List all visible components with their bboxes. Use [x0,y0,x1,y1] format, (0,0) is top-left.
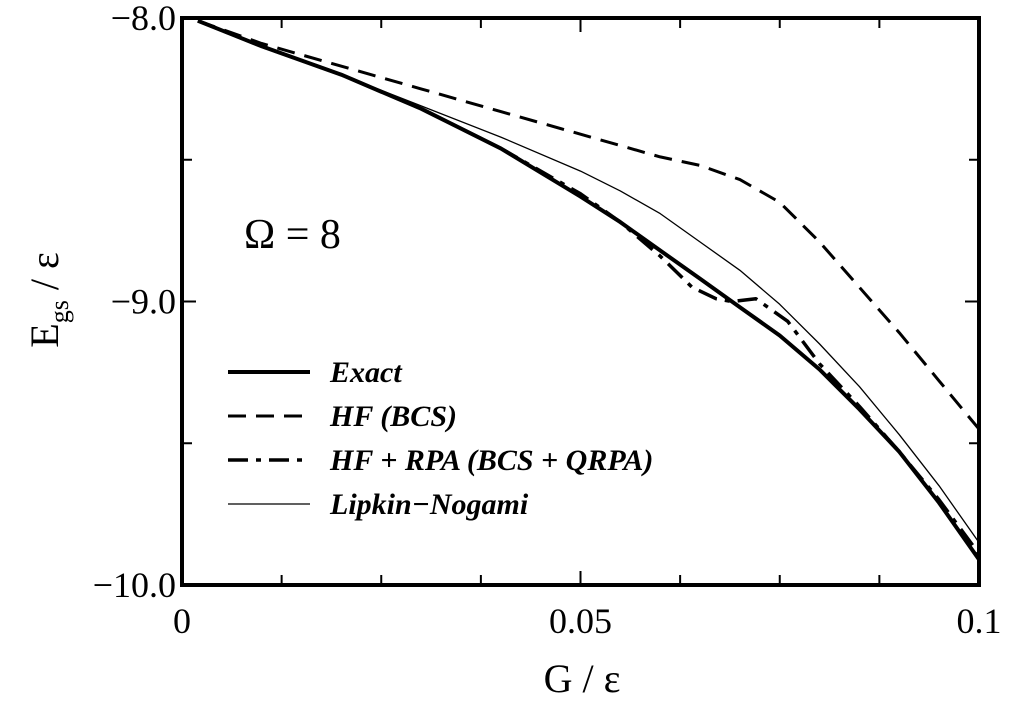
y-tick-label: −10.0 [93,565,176,605]
y-tick-label: −8.0 [111,0,176,38]
axis-ticks [182,18,979,585]
legend-label-3: Lipkin−Nogami [329,488,529,521]
series-layer [198,21,979,560]
y-tick-label: −9.0 [111,282,176,322]
y-axis-title-sub: gs [45,300,74,323]
x-tick-label: 0.1 [957,601,1002,641]
legend-label-0: Exact [329,356,403,389]
legend: Exact HF (BCS) HF + RPA (BCS + QRPA) Lipkin… [228,356,653,521]
plot-frame [182,18,979,585]
tick-labels: 0 0.05 0.1 −8.0 −9.0 −10.0 [93,0,1002,641]
annotation-omega: Ω = 8 [244,212,341,258]
y-axis-title: Egs / ε [22,252,74,347]
legend-label-1: HF (BCS) [329,400,457,433]
x-tick-label: 0.05 [549,601,612,641]
y-axis-title-main: E [22,323,67,347]
x-axis-title: G / ε [544,656,621,701]
y-axis-title-tail: / ε [22,252,67,300]
legend-label-2: HF + RPA (BCS + QRPA) [329,444,653,477]
x-tick-label: 0 [173,601,191,641]
